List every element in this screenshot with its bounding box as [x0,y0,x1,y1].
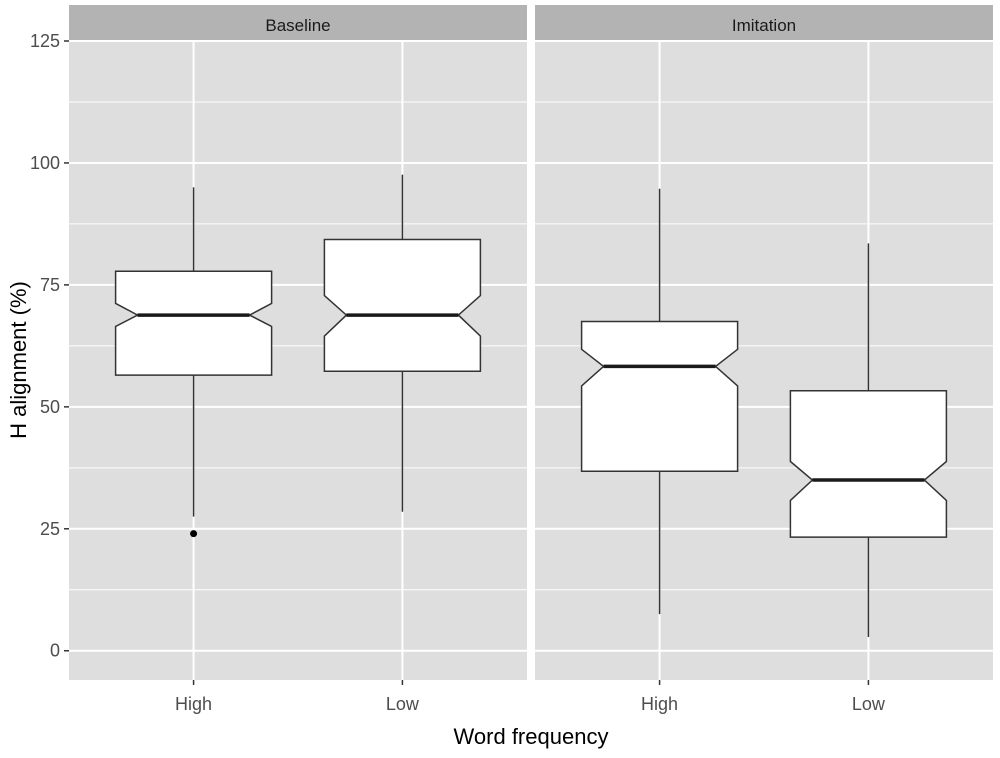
facet-strip-label-imitation: Imitation [732,16,796,35]
y-tick-label: 125 [30,31,60,51]
x-tick-label: High [175,694,212,714]
box-baseline-low [323,174,482,512]
box-imitation-low [789,243,948,638]
outlier-point [190,530,198,538]
y-tick-label: 0 [50,641,60,661]
x-tick-label: Low [852,694,886,714]
box-baseline-high [114,187,273,538]
y-axis-title: H alignment (%) [6,281,31,439]
notched-box [323,238,482,372]
notched-box [789,389,948,538]
axes: 0 25 50 75 100 125 High Low High Low [30,31,886,714]
facet-strip-imitation [535,5,993,41]
box-imitation-high [580,188,739,615]
x-tick-label: Low [386,694,420,714]
y-tick-label: 75 [40,275,60,295]
facet-strip-baseline [69,5,527,41]
notched-box [114,270,273,376]
facet-strip-label-baseline: Baseline [265,16,330,35]
y-tick-label: 50 [40,397,60,417]
notched-box [580,320,739,472]
x-tick-label: High [641,694,678,714]
x-axis-title: Word frequency [454,724,609,749]
y-tick-label: 100 [30,153,60,173]
y-tick-label: 25 [40,519,60,539]
boxes [114,174,948,638]
